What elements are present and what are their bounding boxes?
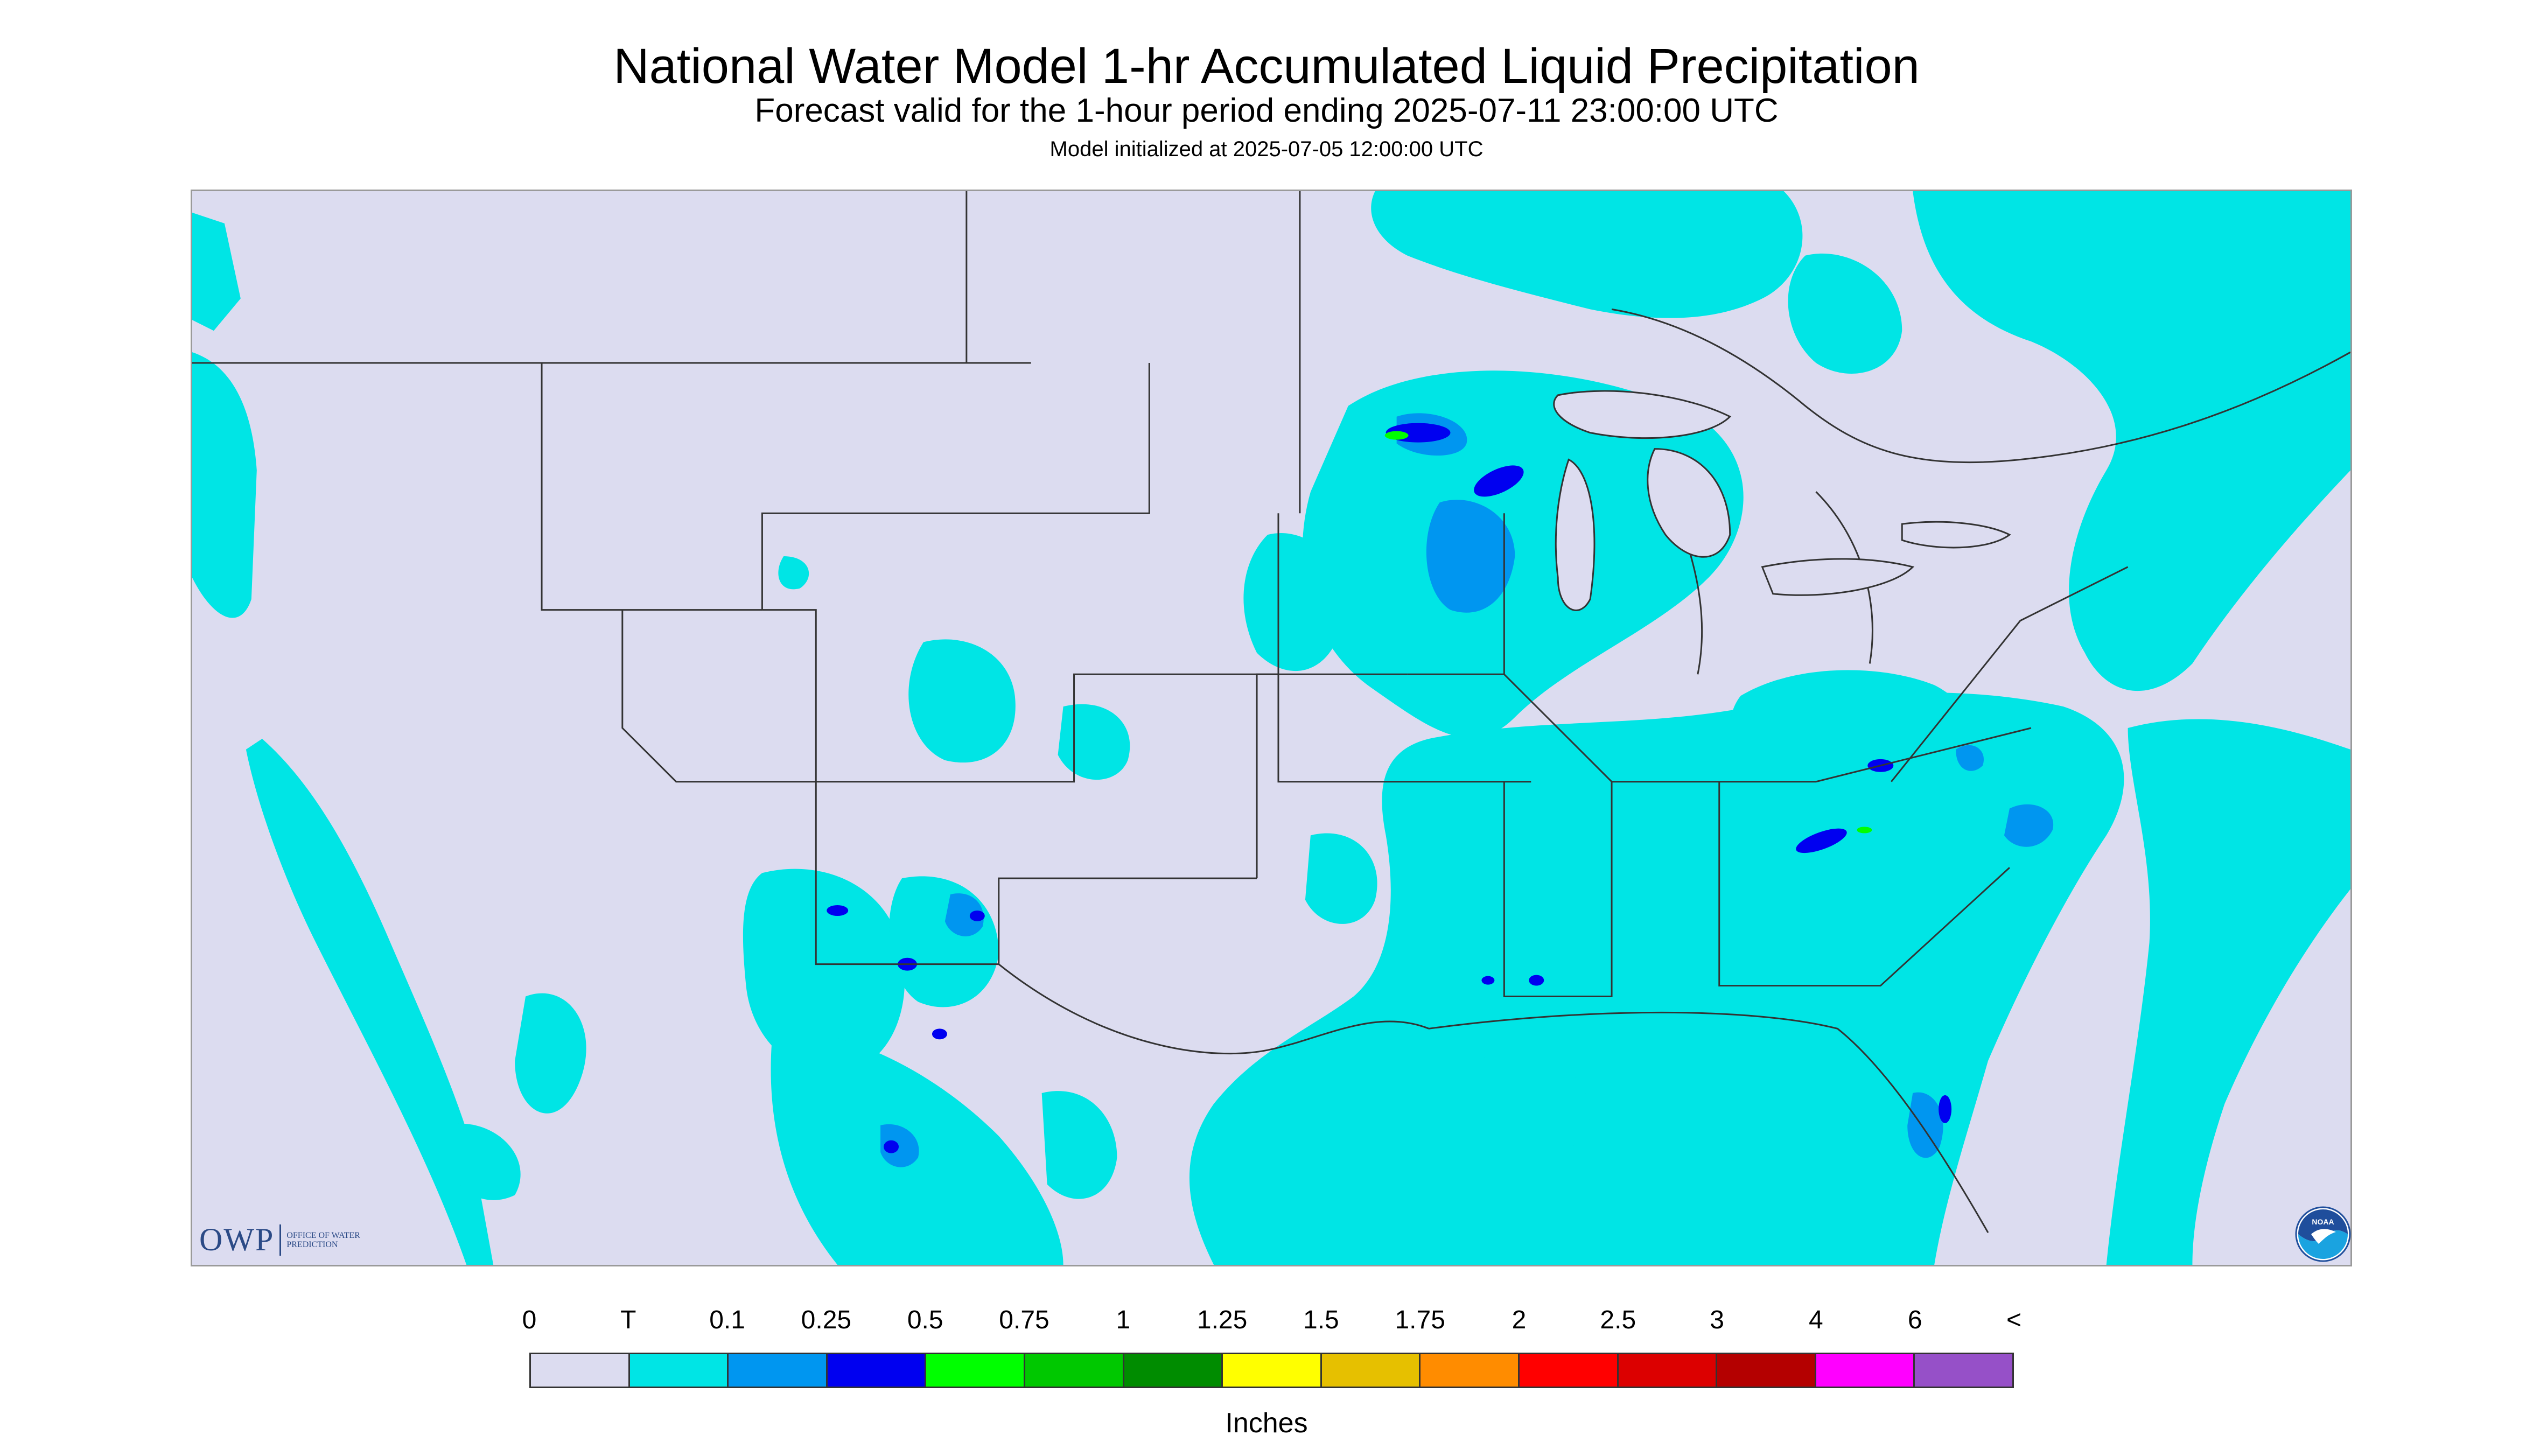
legend-label: 0: [522, 1306, 537, 1334]
legend-label: 1.75: [1395, 1306, 1445, 1334]
owp-logo-divider: [279, 1224, 282, 1256]
map-title: National Water Model 1-hr Accumulated Li…: [613, 39, 1920, 94]
legend-swatch: [1124, 1354, 1223, 1387]
political-borders: [192, 191, 2350, 1233]
legend-swatch: [1717, 1354, 1816, 1387]
legend-swatch: [629, 1354, 729, 1387]
legend-swatch: [729, 1354, 828, 1387]
heavy-precip-areas: [1384, 431, 1872, 834]
legend-label: <: [2006, 1306, 2022, 1334]
legend-label: 0.1: [709, 1306, 745, 1334]
legend-label: 1.25: [1196, 1306, 1248, 1334]
noaa-logo-icon: NOAA: [2295, 1206, 2351, 1262]
owp-logo-mark: OWP: [199, 1222, 275, 1257]
legend-label: 2.5: [1600, 1306, 1636, 1334]
legend-labels: 0 T 0.1 0.25 0.5 0.75 1 1.25 1.5 1.75 2 2.5 3 4 6 <: [0, 1305, 2533, 1338]
legend-label: 6: [1907, 1306, 1922, 1334]
great-lakes: [1553, 390, 2011, 611]
legend-label: 0.75: [999, 1306, 1049, 1334]
model-init-line: Model initialized at 2025-07-05 12:00:00…: [1049, 137, 1484, 161]
owp-logo: OWP OFFICE OF WATER PREDICTION: [199, 1221, 362, 1258]
map-canvas: [192, 191, 2350, 1265]
legend-swatch: [926, 1354, 1025, 1387]
legend-swatch: [1915, 1354, 2012, 1387]
legend-label: 4: [1809, 1306, 1823, 1334]
legend-label: 1.5: [1303, 1306, 1339, 1334]
legend-swatch: [1618, 1354, 1718, 1387]
legend-swatch: [1816, 1354, 1915, 1387]
moderate-precip-areas: [827, 423, 1952, 1153]
legend-label: 2: [1512, 1306, 1527, 1334]
legend-label: 0.5: [907, 1306, 943, 1334]
legend-label: 0.25: [801, 1306, 852, 1334]
legend-swatch: [1519, 1354, 1619, 1387]
legend-swatch: [1321, 1354, 1421, 1387]
legend-color-bar: [529, 1353, 2014, 1388]
legend-swatch: [1025, 1354, 1124, 1387]
legend-swatch: [1421, 1354, 1520, 1387]
legend-swatch: [531, 1354, 630, 1387]
legend-swatch: [827, 1354, 927, 1387]
noaa-logo-text: NOAA: [2312, 1217, 2334, 1226]
noaa-logo: NOAA: [2295, 1206, 2351, 1262]
owp-logo-text: OFFICE OF WATER PREDICTION: [286, 1230, 360, 1249]
forecast-valid-subtitle: Forecast valid for the 1-hour period end…: [754, 92, 1779, 129]
legend-label: 1: [1116, 1306, 1131, 1334]
precipitation-map: [191, 190, 2352, 1266]
legend-label: 3: [1710, 1306, 1724, 1334]
legend-units: Inches: [1225, 1408, 1308, 1439]
legend-label: T: [620, 1306, 636, 1334]
legend-swatch: [1223, 1354, 1322, 1387]
